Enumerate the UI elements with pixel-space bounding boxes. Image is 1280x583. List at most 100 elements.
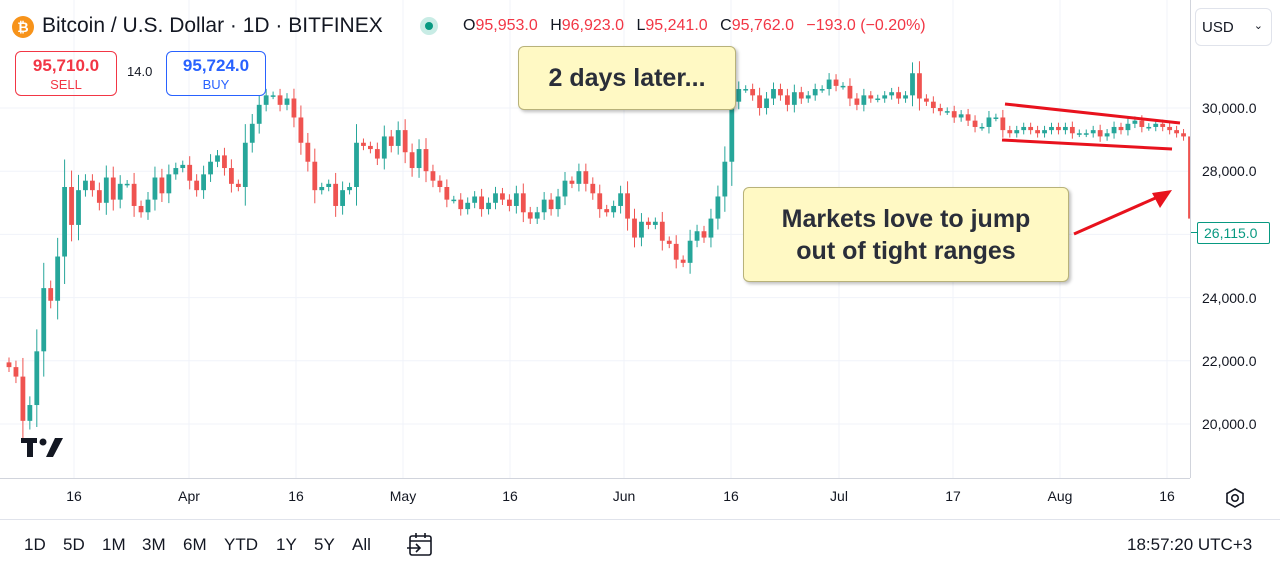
time-axis-label: Jun: [612, 488, 636, 504]
candle-body: [819, 89, 825, 91]
range-6m-button[interactable]: 6M: [183, 535, 207, 554]
time-axis-label: 16: [1159, 488, 1175, 504]
candle-body: [993, 117, 999, 119]
candle-body: [972, 120, 978, 127]
candle-body: [235, 183, 241, 187]
candle-body: [479, 196, 484, 210]
candle-body: [388, 136, 394, 146]
candle-body: [1153, 123, 1159, 127]
range-3m-button[interactable]: 3M: [142, 535, 166, 554]
buy-button[interactable]: 95,724.0 BUY: [166, 51, 266, 96]
note-text-line1: Markets love to jump: [781, 205, 1031, 233]
close-label: C: [720, 17, 732, 34]
low-value: 95,241.0: [645, 17, 708, 34]
candle-body: [937, 108, 943, 112]
candle-body: [1174, 130, 1179, 134]
candle-body: [1139, 120, 1145, 127]
candle-body: [187, 164, 193, 181]
candle-body: [611, 205, 617, 213]
candle-body: [583, 171, 589, 184]
candle-body: [361, 142, 366, 146]
candle-body: [340, 190, 345, 206]
range-ytd-button[interactable]: YTD: [224, 535, 258, 554]
time-axis-label: Apr: [178, 488, 200, 504]
candle-body: [6, 362, 12, 368]
candle-body: [1146, 126, 1152, 129]
candle-body: [1188, 136, 1190, 219]
time-axis-label: 16: [66, 488, 82, 504]
candle-body: [812, 89, 818, 96]
market-status-icon[interactable]: [420, 17, 438, 35]
candle-body: [159, 177, 165, 194]
candle-body: [555, 196, 561, 210]
price-axis-label: 30,000.0: [1202, 100, 1257, 116]
candle-body: [41, 288, 47, 352]
candle-body: [1049, 126, 1054, 131]
candle-body: [270, 95, 276, 97]
buy-price: 95,724.0: [182, 56, 250, 75]
candle-body: [701, 231, 707, 238]
candle-body: [639, 221, 644, 238]
candle-body: [20, 376, 26, 421]
range-1m-button[interactable]: 1M: [102, 535, 126, 554]
candle-body: [743, 89, 749, 91]
candle-body: [854, 98, 860, 105]
candle-body: [110, 177, 116, 200]
candle-body: [666, 240, 672, 244]
candle-body: [55, 256, 61, 301]
candle-body: [1014, 130, 1020, 134]
go-to-date-icon[interactable]: [406, 529, 436, 559]
candle-body: [673, 243, 679, 260]
toolbar-divider: [0, 519, 1280, 520]
candle-body: [83, 180, 88, 191]
candle-body: [750, 89, 756, 96]
settings-icon[interactable]: [1224, 487, 1246, 509]
annotation-note-days-later[interactable]: 2 days later...: [518, 46, 736, 110]
range-5y-button[interactable]: 5Y: [314, 535, 335, 554]
candle-body: [924, 98, 929, 102]
candle-body: [277, 95, 283, 105]
bitcoin-icon: ₿: [12, 16, 34, 38]
candle-body: [778, 89, 783, 96]
time-axis-label: Jul: [830, 488, 848, 504]
candle-body: [659, 221, 665, 241]
candle-body: [958, 114, 964, 118]
close-value: 95,762.0: [731, 17, 794, 34]
candle-body: [173, 168, 179, 175]
candle-body: [180, 164, 186, 169]
candle-body: [652, 221, 658, 225]
candle-body: [951, 111, 957, 118]
annotation-note-ranges[interactable]: Markets love to jump out of tight ranges: [743, 187, 1069, 282]
clock-readout[interactable]: 18:57:20 UTC+3: [1127, 535, 1253, 554]
candle-body: [166, 174, 172, 194]
price-axis-divider: [1190, 0, 1191, 478]
sell-price: 95,710.0: [32, 56, 100, 75]
note-text: 2 days later...: [548, 63, 706, 92]
candle-body: [1076, 133, 1082, 135]
currency-select[interactable]: USD ⌄: [1195, 8, 1272, 46]
candle-body: [1181, 133, 1186, 137]
candle-body: [27, 405, 33, 421]
symbol-title[interactable]: Bitcoin / U.S. Dollar · 1D · BITFINEX: [42, 14, 383, 37]
sell-label: SELL: [50, 77, 82, 92]
range-1d-button[interactable]: 1D: [24, 535, 46, 554]
candle-body: [965, 114, 971, 121]
candle-body: [764, 98, 769, 108]
candle-body: [465, 202, 471, 210]
candle-body: [354, 142, 359, 187]
candle-body: [590, 183, 596, 194]
open-label: O: [463, 17, 476, 34]
chevron-down-icon: ⌄: [1253, 20, 1263, 32]
sell-button[interactable]: 95,710.0 SELL: [15, 51, 117, 96]
currency-value: USD: [1202, 19, 1234, 36]
annotation-arrow-line: [1073, 194, 1161, 236]
candle-body: [785, 95, 790, 105]
candle-body: [694, 231, 700, 241]
candle-body: [326, 183, 332, 187]
range-all-button[interactable]: All: [352, 535, 371, 554]
candle-body: [632, 218, 637, 238]
candle-body: [889, 92, 895, 96]
range-5d-button[interactable]: 5D: [63, 535, 85, 554]
range-1y-button[interactable]: 1Y: [276, 535, 297, 554]
candle-body: [409, 152, 415, 169]
